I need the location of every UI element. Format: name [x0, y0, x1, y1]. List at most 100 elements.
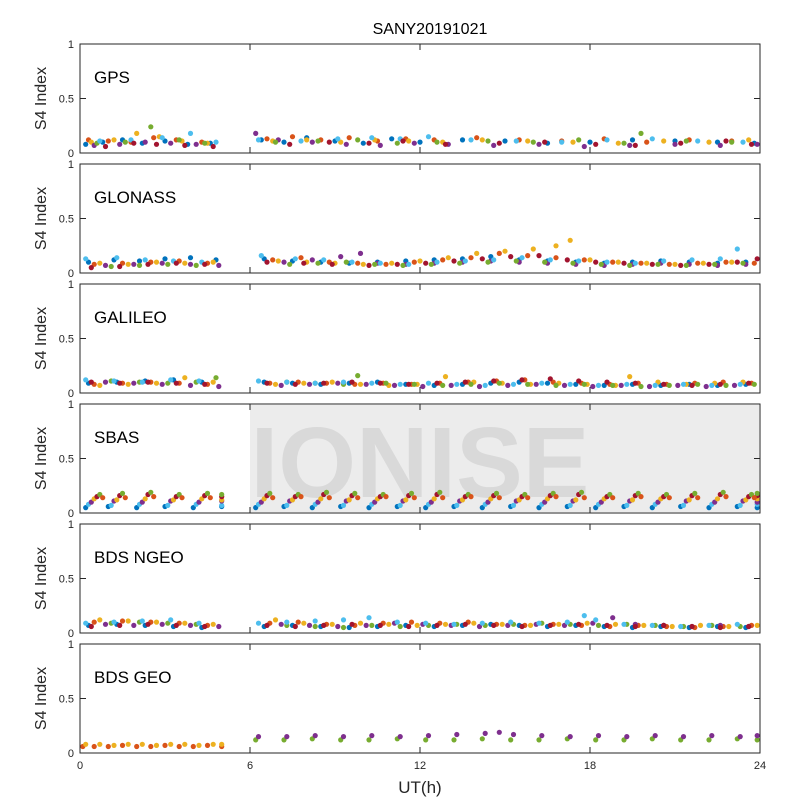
data-point: [598, 261, 604, 267]
data-point: [440, 382, 446, 388]
data-point: [440, 257, 446, 263]
data-point: [122, 139, 128, 145]
data-point: [595, 622, 602, 629]
data-point: [355, 260, 361, 266]
data-point: [468, 137, 474, 143]
data-point: [304, 137, 310, 143]
series-6: [97, 489, 760, 498]
y-tick-label: 0: [68, 268, 74, 280]
data-point: [142, 139, 148, 145]
data-point: [91, 619, 97, 625]
data-point: [340, 379, 347, 385]
data-point: [553, 382, 559, 388]
data-point: [176, 743, 182, 750]
data-point: [100, 495, 106, 501]
data-point: [108, 502, 114, 508]
y-tick-label: 1: [68, 519, 74, 531]
data-point: [134, 130, 140, 136]
data-point: [610, 259, 616, 265]
data-point: [357, 250, 364, 256]
data-point: [264, 136, 270, 142]
data-point: [564, 619, 570, 625]
data-point: [145, 261, 151, 267]
data-point: [717, 381, 723, 387]
data-point: [646, 383, 653, 390]
y-axis-label: S4 Index: [33, 427, 50, 490]
data-point: [621, 621, 627, 627]
data-point: [709, 733, 715, 739]
data-point: [661, 622, 667, 629]
data-point: [553, 494, 559, 500]
panel-bds-ngeo: 0 0.5 1 BDS NGEO S4 Index: [33, 519, 761, 640]
y-tick-label: 0.5: [59, 454, 74, 466]
data-point: [153, 380, 160, 386]
plot-area: [80, 44, 760, 153]
y-tick-label: 1: [68, 399, 74, 411]
chart-title: SANY20191021: [373, 21, 488, 38]
data-point: [131, 622, 137, 629]
data-point: [417, 139, 423, 145]
data-point: [496, 140, 502, 146]
data-point: [125, 261, 131, 267]
data-point: [754, 622, 760, 629]
data-point: [720, 489, 726, 495]
data-point: [437, 489, 443, 495]
data-point: [315, 138, 321, 144]
data-point: [508, 254, 514, 260]
data-point: [377, 260, 383, 266]
series-7: [100, 494, 757, 501]
data-point: [196, 742, 202, 749]
panel-label: GALILEO: [94, 308, 167, 327]
y-tick-label: 0.5: [59, 214, 74, 226]
data-point: [360, 140, 366, 146]
data-point: [675, 382, 681, 388]
data-point: [204, 742, 211, 749]
data-point: [301, 620, 307, 626]
data-point: [638, 260, 644, 266]
data-point: [403, 497, 409, 503]
data-point: [255, 137, 262, 143]
data-point: [604, 137, 610, 143]
data-point: [414, 622, 420, 629]
data-point: [581, 381, 587, 387]
data-point: [219, 741, 225, 747]
data-point: [754, 490, 760, 496]
data-point: [119, 490, 126, 496]
data-point: [408, 619, 415, 625]
data-point: [536, 253, 542, 259]
data-point: [97, 382, 103, 388]
data-point: [468, 255, 474, 261]
series-7: [88, 376, 752, 388]
data-point: [499, 621, 505, 627]
data-point: [621, 260, 627, 266]
data-point: [547, 622, 553, 629]
data-point: [479, 137, 485, 143]
panel-label: GPS: [94, 68, 130, 87]
data-point: [544, 380, 551, 386]
data-point: [510, 381, 517, 387]
data-point: [397, 502, 403, 508]
data-point: [349, 259, 355, 265]
series-6: [97, 130, 746, 145]
data-point: [462, 258, 468, 264]
data-point: [187, 622, 194, 629]
data-point: [567, 502, 573, 508]
data-point: [321, 257, 327, 263]
data-point: [335, 380, 341, 386]
data-point: [649, 622, 655, 629]
data-point: [508, 737, 514, 743]
data-point: [377, 622, 383, 629]
data-point: [142, 257, 148, 263]
data-point: [547, 257, 553, 263]
data-point: [272, 381, 279, 387]
data-point: [695, 381, 701, 387]
data-point: [182, 375, 188, 381]
data-point: [131, 380, 137, 386]
data-point: [139, 618, 145, 624]
data-point: [604, 622, 610, 629]
data-point: [397, 381, 403, 387]
data-point: [287, 261, 293, 267]
data-point: [173, 622, 179, 629]
data-point: [182, 142, 188, 148]
